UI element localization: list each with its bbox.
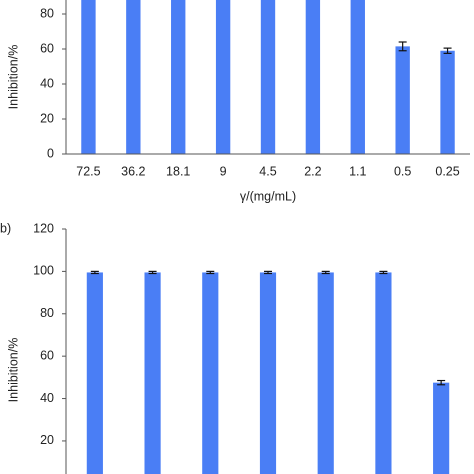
- error-bar: [148, 270, 157, 275]
- y-axis-label: Inhibition/%: [6, 45, 20, 110]
- y-tick-label: 0: [47, 146, 54, 160]
- x-tick-label: 18.1: [166, 164, 190, 178]
- bar: [440, 50, 455, 154]
- y-tick-label: 60: [40, 41, 54, 55]
- error-bar: [264, 270, 272, 275]
- x-tick-label: 2.2: [304, 164, 321, 178]
- bar: [81, 0, 96, 154]
- x-tick-label: 0.25: [435, 164, 459, 178]
- bar: [305, 0, 321, 154]
- bar: [86, 272, 103, 474]
- y-tick-label: 20: [40, 111, 54, 125]
- bar: [395, 46, 410, 154]
- x-tick-label: 0.5: [394, 164, 411, 178]
- y-tick-label: 60: [40, 348, 54, 362]
- bar: [215, 0, 231, 154]
- bar: [202, 272, 219, 474]
- plot: [81, 0, 455, 154]
- x-tick-label: 9: [220, 164, 227, 178]
- x-tick-label: 36.2: [121, 164, 145, 178]
- y-tick-label: 80: [40, 306, 54, 320]
- y-tick-label: 80: [40, 6, 54, 20]
- x-tick-label: 4.5: [259, 164, 276, 178]
- error-bar: [443, 47, 452, 54]
- bar: [126, 0, 141, 154]
- panel-label: b): [0, 221, 11, 235]
- bar: [259, 272, 277, 474]
- plot: [86, 270, 450, 474]
- error-bar: [206, 270, 215, 275]
- error-bar: [321, 270, 330, 275]
- x-tick-label: 1.1: [349, 164, 366, 178]
- error-bar: [398, 41, 407, 52]
- y-tick-label: 40: [40, 76, 54, 90]
- error-bar: [90, 270, 99, 275]
- bar: [260, 0, 276, 154]
- x-tick-label: 72.5: [76, 164, 100, 178]
- y-axis-label: Inhibition/%: [6, 338, 20, 403]
- error-bar: [379, 270, 388, 275]
- y-tick-label: 100: [33, 264, 54, 278]
- bar: [375, 272, 392, 474]
- bar: [433, 382, 450, 474]
- y-tick-label: 120: [33, 221, 54, 235]
- bar: [144, 272, 161, 474]
- error-bar: [437, 379, 446, 386]
- bar: [171, 0, 186, 154]
- x-axis-label: γ/(mg/mL): [240, 189, 296, 203]
- y-tick-label: 20: [40, 433, 54, 447]
- y-tick-label: 40: [40, 391, 54, 405]
- bar: [317, 272, 334, 474]
- bar: [350, 0, 365, 154]
